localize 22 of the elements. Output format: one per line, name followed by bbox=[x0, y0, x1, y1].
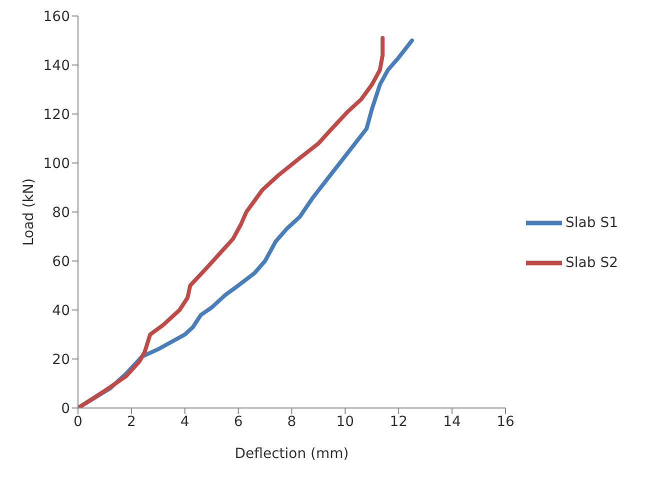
y-tick-label: 60 bbox=[52, 254, 70, 270]
x-tick-label: 6 bbox=[234, 414, 243, 430]
y-tick-label: 20 bbox=[52, 352, 70, 368]
y-tick-label: 140 bbox=[43, 58, 70, 74]
legend-label: Slab S1 bbox=[566, 215, 618, 231]
y-tick-label: 100 bbox=[43, 156, 70, 172]
x-tick-label: 12 bbox=[390, 414, 408, 430]
x-tick-label: 2 bbox=[126, 414, 136, 430]
x-tick-label: 14 bbox=[443, 414, 462, 430]
x-tick-label: 16 bbox=[496, 414, 514, 430]
y-tick-label: 40 bbox=[52, 302, 70, 319]
y-tick-label: 80 bbox=[52, 204, 70, 221]
legend-label: Slab S2 bbox=[566, 255, 618, 271]
y-axis-title: Load (kN) bbox=[20, 178, 37, 246]
y-tick-label: 0 bbox=[61, 400, 70, 417]
x-axis-title: Deflection (mm) bbox=[234, 446, 349, 462]
x-tick-label: 4 bbox=[180, 414, 190, 430]
x-tick-label: 8 bbox=[287, 414, 296, 430]
x-tick-label: 10 bbox=[336, 414, 354, 430]
y-tick-label: 160 bbox=[43, 8, 70, 25]
x-tick-label: 0 bbox=[74, 414, 82, 430]
y-tick-label: 120 bbox=[43, 106, 70, 123]
